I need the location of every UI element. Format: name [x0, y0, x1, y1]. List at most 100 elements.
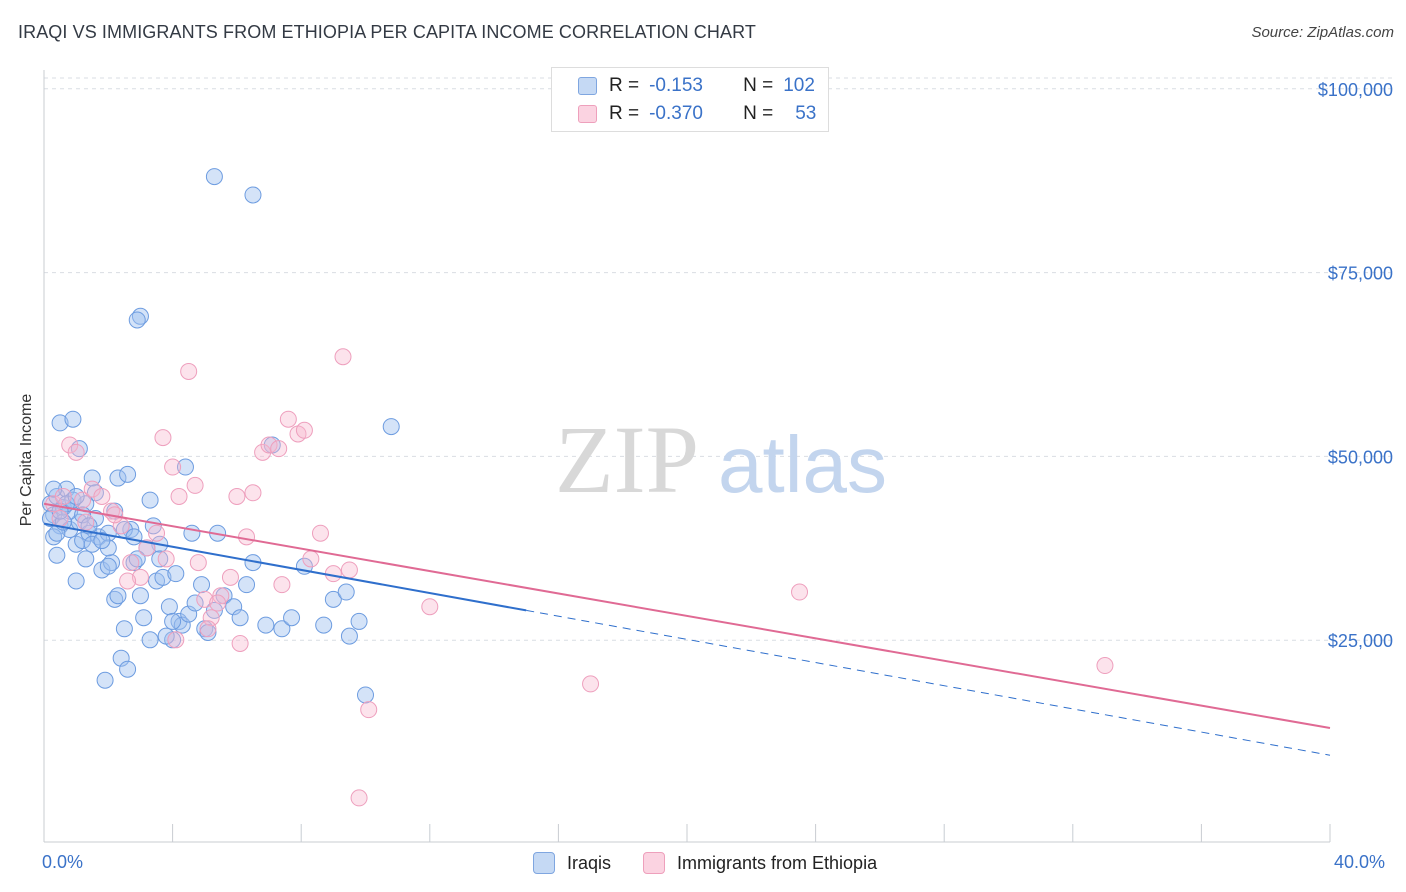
point-ethiopia	[360, 701, 378, 719]
y-tick-label: $75,000	[1328, 264, 1393, 284]
correlation-legend: R = -0.153 N = 102 R = -0.370 N = 53	[551, 67, 829, 132]
point-ethiopia	[311, 524, 329, 542]
point-iraqis	[67, 572, 85, 590]
axes	[43, 70, 1331, 843]
point-iraqis	[238, 576, 256, 594]
point-ethiopia	[228, 487, 246, 505]
legend-r-value: -0.153	[649, 75, 703, 96]
legend-swatch-iraqis	[533, 852, 555, 874]
point-ethiopia	[302, 550, 320, 568]
point-iraqis	[283, 609, 301, 627]
point-ethiopia	[582, 675, 600, 693]
legend-label-iraqis: Iraqis	[567, 852, 612, 873]
legend-label-ethiopia: Immigrants from Ethiopia	[677, 852, 878, 873]
point-ethiopia	[791, 583, 809, 601]
point-iraqis	[324, 590, 342, 608]
point-ethiopia	[340, 561, 358, 579]
point-iraqis	[115, 620, 133, 638]
legend-swatch-ethiopia	[578, 105, 597, 123]
legend-n-label: N =	[743, 75, 774, 96]
point-ethiopia	[148, 524, 166, 542]
point-iraqis	[173, 616, 191, 634]
legend-n-value: 53	[795, 103, 817, 124]
point-iraqis	[93, 532, 111, 550]
legend-swatch-iraqis	[578, 77, 597, 95]
point-ethiopia	[77, 513, 95, 531]
point-iraqis	[205, 168, 223, 186]
point-iraqis	[176, 458, 194, 476]
point-ethiopia	[221, 568, 239, 586]
trend-lines	[43, 502, 1331, 756]
legend-row-ethiopia: R = -0.370 N = 53	[578, 102, 816, 126]
x-tick-max: 40.0%	[1334, 852, 1386, 872]
point-ethiopia	[167, 631, 185, 649]
point-iraqis	[109, 587, 127, 605]
y-tick-label: $50,000	[1328, 447, 1393, 467]
point-ethiopia	[186, 476, 204, 494]
point-iraqis	[154, 568, 172, 586]
point-iraqis	[257, 616, 275, 634]
y-tick-label: $100,000	[1318, 80, 1393, 100]
point-iraqis	[164, 612, 182, 630]
trend-line-iraqis-extension	[526, 609, 1331, 756]
point-ethiopia	[93, 487, 111, 505]
legend-item-ethiopia: Immigrants from Ethiopia	[643, 852, 877, 874]
x-tick-min: 0.0%	[42, 852, 84, 872]
point-iraqis	[273, 620, 291, 638]
point-ethiopia	[279, 410, 297, 428]
legend-row-iraqis: R = -0.153 N = 102	[578, 74, 815, 98]
point-ethiopia	[209, 594, 227, 612]
chart-title: IRAQI VS IMMIGRANTS FROM ETHIOPIA PER CA…	[18, 22, 756, 42]
legend-item-iraqis: Iraqis	[533, 852, 611, 874]
point-ethiopia	[74, 491, 92, 509]
point-iraqis	[231, 609, 249, 627]
series-legend: Iraqis Immigrants from Ethiopia	[533, 852, 909, 874]
point-iraqis	[109, 469, 127, 487]
point-iraqis	[77, 550, 95, 568]
point-ethiopia	[202, 609, 220, 627]
point-ethiopia	[334, 348, 352, 366]
point-iraqis	[48, 546, 66, 564]
point-ethiopia	[260, 436, 278, 454]
legend-r-label: R =	[609, 103, 640, 124]
point-ethiopia	[170, 487, 188, 505]
point-ethiopia	[189, 554, 207, 572]
legend-swatch-ethiopia	[643, 852, 666, 874]
point-ethiopia	[138, 539, 156, 557]
point-iraqis	[315, 616, 333, 634]
point-ethiopia	[231, 634, 249, 652]
point-iraqis	[193, 576, 211, 594]
point-ethiopia	[131, 568, 149, 586]
point-iraqis	[96, 671, 114, 689]
point-ethiopia	[67, 443, 85, 461]
point-iraqis	[83, 535, 101, 553]
point-iraqis	[350, 612, 368, 630]
gridlines	[44, 77, 1394, 641]
point-ethiopia	[122, 554, 140, 572]
point-iraqis	[135, 609, 153, 627]
point-ethiopia	[164, 458, 182, 476]
point-iraqis	[119, 465, 137, 483]
point-ethiopia	[51, 509, 69, 527]
point-iraqis	[160, 598, 178, 616]
point-ethiopia	[421, 598, 439, 616]
point-iraqis	[141, 631, 159, 649]
point-iraqis	[225, 598, 243, 616]
point-iraqis	[167, 565, 185, 583]
point-ethiopia	[244, 484, 262, 502]
point-iraqis	[180, 605, 198, 623]
legend-n-label: N =	[743, 103, 774, 124]
point-iraqis	[51, 414, 69, 432]
point-ethiopia	[270, 440, 288, 458]
legend-n-value: 102	[783, 75, 815, 96]
point-iraqis	[157, 627, 175, 645]
trend-line-iraqis	[43, 522, 527, 612]
point-ethiopia	[180, 362, 198, 380]
y-tick-labels: $25,000 $50,000 $75,000 $100,000	[1318, 80, 1393, 651]
point-iraqis	[151, 550, 169, 568]
point-ethiopia	[350, 789, 368, 807]
point-iraqis	[119, 660, 137, 678]
point-iraqis	[131, 587, 149, 605]
point-iraqis	[199, 623, 217, 641]
